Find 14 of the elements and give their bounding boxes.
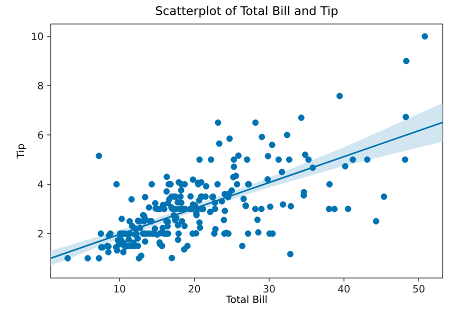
x-axis-title: Total Bill (226, 295, 267, 304)
y-axis-title: Tip (16, 144, 26, 158)
x-tick-label: 30 (264, 285, 275, 293)
y-tick-label: 8 (38, 82, 43, 90)
x-tick-label: 40 (338, 285, 350, 293)
y-tick-label: 4 (38, 180, 44, 188)
x-tick-label: 20 (188, 285, 200, 293)
x-tick-label: 50 (413, 285, 424, 293)
chart-title: Scatterplot of Total Bill and Tip (156, 6, 338, 18)
x-tick-label: 10 (114, 285, 126, 293)
y-tick-label: 10 (32, 32, 44, 40)
line-series (50, 122, 443, 260)
y-tick-label: 2 (38, 230, 43, 238)
y-tick-label: 6 (38, 131, 44, 139)
